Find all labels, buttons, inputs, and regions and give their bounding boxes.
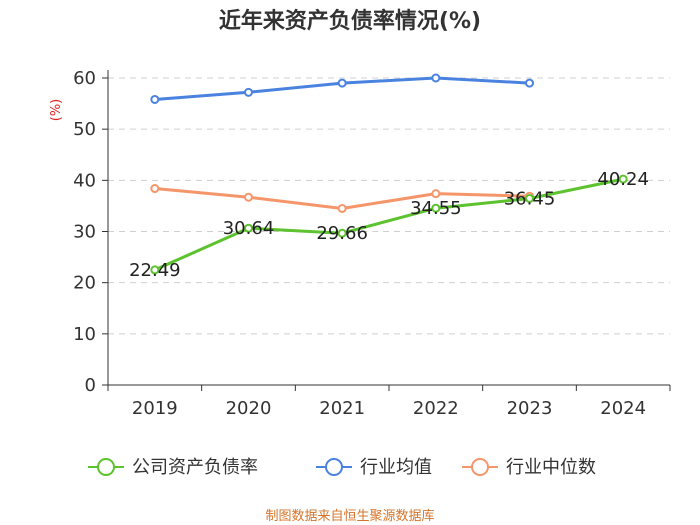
legend-label: 公司资产负债率 — [132, 457, 258, 478]
chart-title: 近年来资产负债率情况(%) — [219, 8, 481, 34]
data-point — [244, 223, 253, 233]
data-point — [150, 265, 160, 275]
data-point — [525, 78, 534, 88]
legend-label: 行业均值 — [360, 457, 432, 478]
x-tick-label: 2022 — [413, 398, 459, 419]
x-tick-label: 2024 — [600, 398, 646, 419]
data-label: 29.66 — [316, 223, 368, 244]
source-note: 制图数据来自恒生聚源数据库 — [265, 508, 434, 524]
data-label: 40.24 — [597, 169, 649, 190]
y-tick-label: 20 — [73, 273, 96, 294]
x-tick-label: 2020 — [226, 398, 272, 419]
y-tick-label: 40 — [73, 170, 96, 191]
y-tick-label: 30 — [73, 222, 96, 243]
y-tick-label: 60 — [73, 68, 96, 89]
data-point — [337, 228, 347, 238]
legend-marker-icon — [97, 458, 115, 476]
y-tick-label: 0 — [85, 375, 96, 396]
legend-label: 行业中位数 — [506, 457, 596, 478]
x-tick-label: 2023 — [507, 398, 553, 419]
y-tick-label: 10 — [73, 324, 96, 345]
y-tick-label: 50 — [73, 119, 96, 140]
data-point — [525, 193, 534, 203]
data-label: 22.49 — [129, 260, 181, 281]
legend-marker-icon — [325, 458, 343, 476]
legend-marker-icon — [471, 458, 489, 476]
x-tick-label: 2019 — [132, 398, 178, 419]
data-point — [244, 192, 253, 202]
data-label: 34.55 — [410, 198, 462, 219]
legend: 公司资产负债率 行业均值 行业中位数 — [88, 457, 596, 478]
data-label: 36.45 — [504, 188, 556, 209]
data-point — [337, 203, 347, 213]
data-point — [150, 184, 160, 194]
grid-lines — [108, 77, 670, 335]
data-labels: 22.49 30.64 29.66 34.55 36.45 40.24 — [129, 169, 649, 281]
series-group — [150, 73, 628, 275]
data-point — [244, 87, 253, 97]
x-tick-label: 2021 — [319, 398, 365, 419]
axes: 0 10 20 30 40 50 60 2019 2020 2021 2022 2023 2024 — [73, 68, 671, 419]
data-point — [150, 94, 160, 104]
data-label: 30.64 — [223, 218, 275, 239]
data-point — [337, 78, 347, 88]
data-point — [431, 189, 441, 199]
data-point — [618, 174, 628, 184]
data-point — [431, 73, 441, 83]
series-line — [154, 177, 624, 272]
data-point — [431, 203, 441, 213]
y-axis-label: (%) — [49, 99, 64, 122]
